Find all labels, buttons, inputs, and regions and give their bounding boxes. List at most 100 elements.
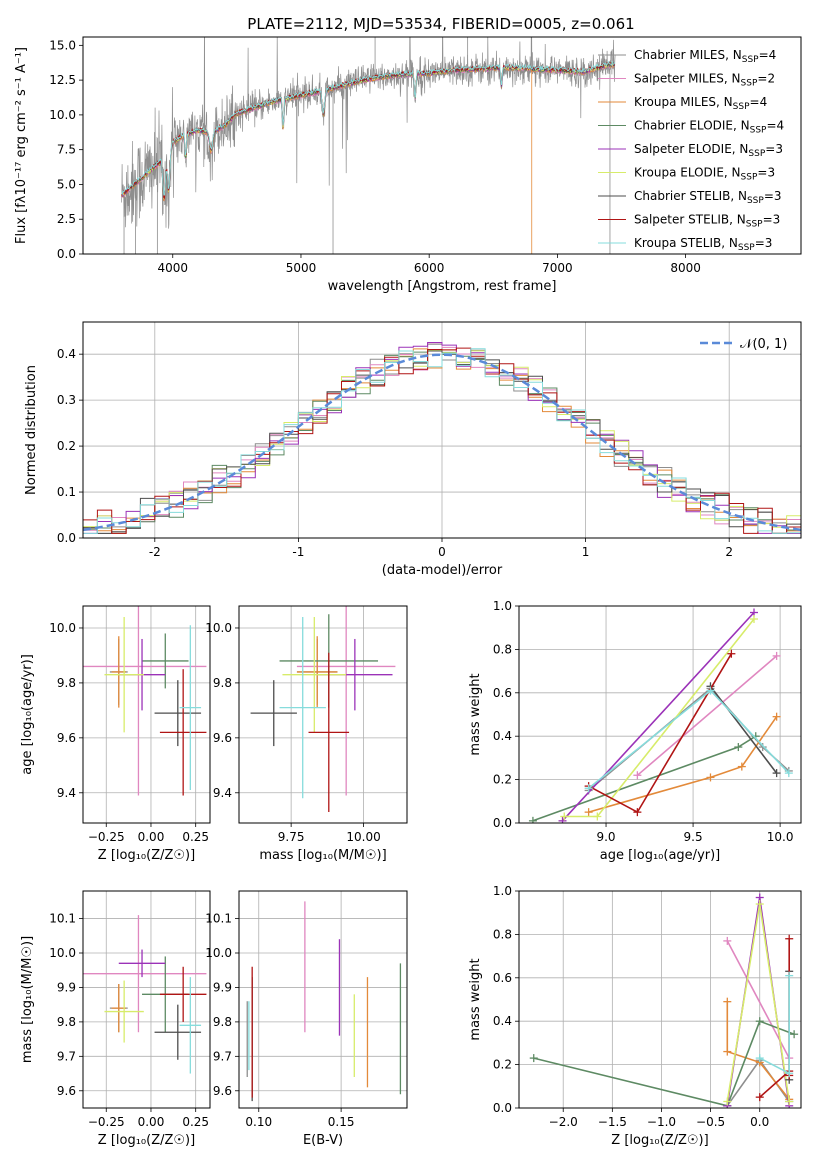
errorbar-kroupa_stelib <box>279 616 326 799</box>
y-axis-label: Flux [fλ10⁻¹⁷ erg cm⁻² s⁻¹ A⁻¹] <box>14 47 29 244</box>
massweight-vs-age-plot-area <box>528 608 793 823</box>
x-axis-label: mass [log₁₀(M/M☉)] <box>259 848 386 863</box>
series-marker-kroupa_elodie <box>560 812 569 821</box>
y-tick-label: 0.3 <box>57 393 76 407</box>
y-tick-label: 9.9 <box>57 980 76 994</box>
x-axis-label: age [log₁₀(age/yr)] <box>600 848 721 863</box>
series-marker-salpeter_miles <box>772 651 781 660</box>
y-tick-label: 5.0 <box>57 177 76 191</box>
x-tick-label: 0 <box>438 545 446 559</box>
y-tick-label: 9.7 <box>57 1049 76 1063</box>
mass-vs-Z-frame <box>82 890 211 1109</box>
y-tick-label: 2.5 <box>57 212 76 226</box>
legend-label-chabrier_stelib: Chabrier STELIB, NSSP=3 <box>634 189 782 206</box>
residuals-axes: -2 -1 0 1 2 0.0 0.1 0.2 0.3 0.4 (data-model)/error… <box>24 322 801 578</box>
y-tick-label: 0.4 <box>57 347 76 361</box>
histogram-kroupa_stelib <box>83 348 801 534</box>
x-tick-label: −1.5 <box>598 1115 627 1129</box>
mass-vs-EBV-plot-area <box>246 901 402 1102</box>
x-axis-label: Z [log₁₀(Z/Z☉)] <box>98 848 195 863</box>
x-tick-label: −0.25 <box>88 1115 125 1129</box>
series-line-chabrier_elodie <box>532 735 757 822</box>
y-axis-label: Normed distribution <box>24 365 39 495</box>
y-tick-label: 0.6 <box>493 686 512 700</box>
series-marker-kroupa_stelib <box>785 1069 794 1078</box>
x-axis-label: Z [log₁₀(Z/Z☉)] <box>611 1133 708 1148</box>
y-tick-label: 9.7 <box>213 1049 232 1063</box>
histogram-salpeter_stelib <box>83 347 801 534</box>
y-axis-label: age [log₁₀(age/yr)] <box>20 654 35 775</box>
errorbar-kroupa_elodie <box>282 616 347 733</box>
legend-label-chabrier_elodie: Chabrier ELODIE, NSSP=4 <box>634 119 784 136</box>
y-tick-label: 9.6 <box>213 731 232 745</box>
y-tick-label: 1.0 <box>493 884 512 898</box>
x-tick-label: 7000 <box>542 261 573 275</box>
series-marker-kroupa_miles <box>723 1047 732 1056</box>
series-marker-kroupa_stelib <box>706 686 715 695</box>
series-marker-kroupa_elodie <box>785 1097 794 1106</box>
errorbar-kroupa_miles <box>296 636 338 708</box>
spectrum-axes: 4000 5000 6000 7000 8000 0.0 2.5 5.0 7.5 10.0 12.5… <box>14 38 701 294</box>
model-spectrum-kroupa_stelib <box>121 60 616 196</box>
y-tick-label: 0.0 <box>57 247 76 261</box>
y-tick-label: 10.1 <box>205 912 232 926</box>
mass-vs-Z-axes: −0.25 0.00 0.25 9.6 9.7 9.8 9.9 10.0 10.1 Z [log₁… <box>20 891 210 1148</box>
y-tick-label: 0.4 <box>493 729 512 743</box>
y-tick-label: 15.0 <box>49 38 76 52</box>
x-tick-label: 9.0 <box>596 830 615 844</box>
y-tick-label: 0.0 <box>57 531 76 545</box>
legend-label-kroupa_miles: Kroupa MILES, NSSP=4 <box>634 95 767 112</box>
age-vs-Z-axes: −0.25 0.00 0.25 9.4 9.6 9.8 10.0 Z [log₁₀(Z/Z☉)… <box>20 606 210 863</box>
y-axis-label: mass [log₁₀(M/M☉)] <box>20 936 35 1063</box>
x-tick-label: −1.0 <box>647 1115 676 1129</box>
y-tick-label: 0.0 <box>493 816 512 830</box>
series-marker-kroupa_miles <box>772 712 781 721</box>
errorbar-salpeter_stelib <box>159 966 207 1022</box>
residuals-plot-area <box>83 342 801 534</box>
series-marker-kroupa_miles <box>723 997 732 1006</box>
y-tick-label: 10.0 <box>49 108 76 122</box>
y-tick-label: 10.0 <box>49 946 76 960</box>
y-tick-label: 12.5 <box>49 73 76 87</box>
x-tick-label: 5000 <box>286 261 317 275</box>
series-marker-kroupa_miles <box>737 762 746 771</box>
errorbar-chabrier_stelib <box>250 680 297 747</box>
legend-label-kroupa_stelib: Kroupa STELIB, NSSP=3 <box>634 236 772 253</box>
series-marker-kroupa_elodie <box>755 900 764 909</box>
mass-vs-Z-plot-area <box>83 915 207 1074</box>
massweight-vs-age-axes: 9.0 9.5 10.0 0.0 0.2 0.4 0.6 0.8 1.0 age [log₁₀(a… <box>468 599 801 863</box>
series-marker-kroupa_elodie <box>593 812 602 821</box>
errorbar-chabrier_stelib <box>154 680 202 747</box>
legend-label-salpeter_miles: Salpeter MILES, NSSP=2 <box>634 72 775 89</box>
y-tick-label: 1.0 <box>493 599 512 613</box>
x-tick-label: 0.00 <box>138 1115 165 1129</box>
series-line-salpeter_miles <box>636 655 778 776</box>
histogram-chabrier_stelib <box>83 350 801 534</box>
y-tick-label: 0.8 <box>493 927 512 941</box>
age-vs-Z-plot-area <box>83 606 207 796</box>
series-marker-salpeter_stelib <box>727 649 736 658</box>
errorbar-chabrier_elodie <box>142 633 189 689</box>
y-tick-label: 9.4 <box>213 786 232 800</box>
series-marker-kroupa_miles <box>706 773 715 782</box>
y-tick-label: 9.8 <box>57 1015 76 1029</box>
x-tick-label: 0.15 <box>328 1115 355 1129</box>
y-tick-label: 9.8 <box>213 1015 232 1029</box>
age-vs-mass-frame <box>238 605 408 824</box>
series-marker-kroupa_elodie <box>723 1097 732 1106</box>
normal-distribution-curve <box>83 353 801 532</box>
y-tick-label: 0.4 <box>493 1014 512 1028</box>
legend-label-salpeter_stelib: Salpeter STELIB, NSSP=3 <box>634 213 780 230</box>
series-marker-chabrier_elodie <box>734 743 743 752</box>
x-tick-label: 2 <box>725 545 733 559</box>
age-vs-mass-axes: 9.75 10.00 9.4 9.6 9.8 10.0 mass [log₁₀(M/M☉)] <box>205 606 407 863</box>
x-tick-label: 10.0 <box>767 830 794 844</box>
y-tick-label: 10.0 <box>205 621 232 635</box>
errorbar-salpeter_stelib <box>308 652 350 813</box>
histogram-salpeter_elodie <box>83 342 801 534</box>
y-tick-label: 7.5 <box>57 143 76 157</box>
series-line-chabrier_miles <box>588 687 790 792</box>
errorbar-salpeter_miles <box>83 915 207 1033</box>
y-tick-label: 0.1 <box>57 485 76 499</box>
